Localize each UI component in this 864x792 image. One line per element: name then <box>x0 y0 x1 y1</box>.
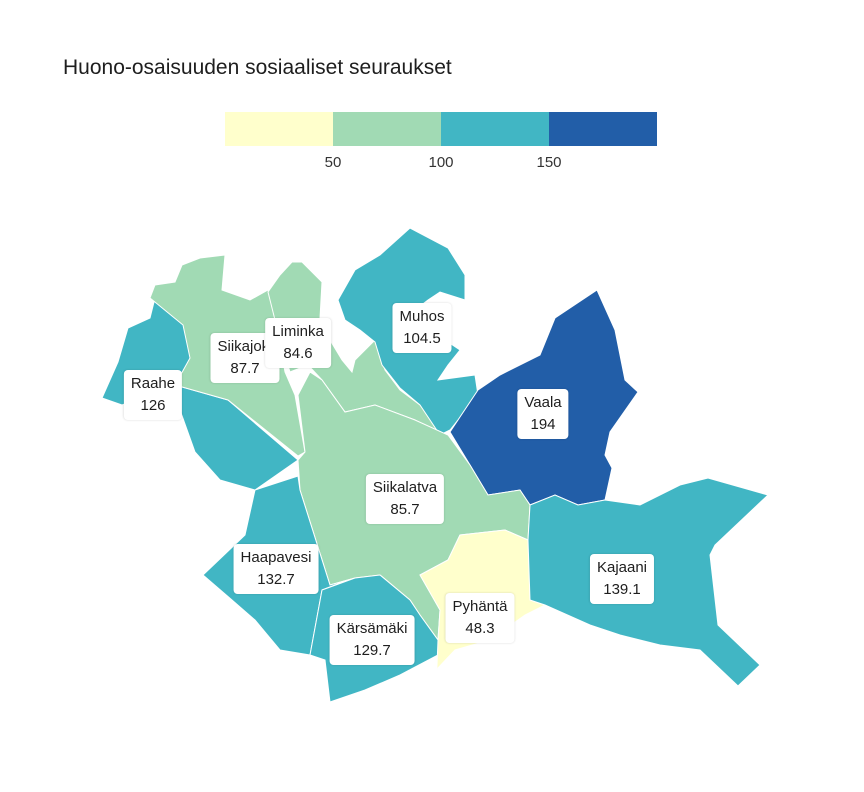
label-haapavesi: Haapavesi 132.7 <box>233 544 319 594</box>
color-legend <box>225 112 657 146</box>
region-name: Muhos <box>399 308 445 325</box>
label-karsamaki: Kärsämäki 129.7 <box>329 615 415 665</box>
legend-tick: 100 <box>428 154 454 171</box>
label-muhos: Muhos 104.5 <box>392 303 452 353</box>
label-vaala: Vaala 194 <box>517 389 569 439</box>
region-value: 194 <box>530 416 556 433</box>
region-name: Haapavesi <box>240 549 312 566</box>
region-value: 139.1 <box>603 581 641 598</box>
region-value: 126 <box>140 397 166 414</box>
region-name: Raahe <box>130 375 176 392</box>
region-name: Kajaani <box>596 559 648 576</box>
region-value: 84.6 <box>283 345 313 362</box>
region-liminka[interactable] <box>267 261 441 438</box>
label-liminka: Liminka 84.6 <box>265 318 331 368</box>
map-title: Huono-osaisuuden sosiaaliset seuraukset <box>63 56 452 79</box>
region-value: 104.5 <box>403 330 441 347</box>
region-value: 132.7 <box>257 571 295 588</box>
label-raahe: Raahe 126 <box>123 370 183 420</box>
region-value: 129.7 <box>353 642 391 659</box>
label-kajaani: Kajaani 139.1 <box>589 554 655 604</box>
legend-ticks: 50 100 150 <box>225 154 657 174</box>
region-name: Liminka <box>272 323 324 340</box>
region-value: 85.7 <box>390 501 420 518</box>
legend-swatch-1 <box>225 112 333 146</box>
region-value: 87.7 <box>230 360 260 377</box>
label-pyhanta: Pyhäntä 48.3 <box>445 593 515 643</box>
region-value: 48.3 <box>465 620 495 637</box>
region-name: Siikalatva <box>372 479 438 496</box>
legend-tick: 150 <box>536 154 562 171</box>
region-name: Vaala <box>524 394 562 411</box>
legend-swatch-2 <box>333 112 441 146</box>
legend-tick: 50 <box>324 154 342 171</box>
region-name: Kärsämäki <box>336 620 408 637</box>
legend-swatch-4 <box>549 112 657 146</box>
label-siikalatva: Siikalatva 85.7 <box>365 474 445 524</box>
region-name: Siikajoki <box>217 338 273 355</box>
legend-swatch-3 <box>441 112 549 146</box>
region-name: Pyhäntä <box>452 598 508 615</box>
